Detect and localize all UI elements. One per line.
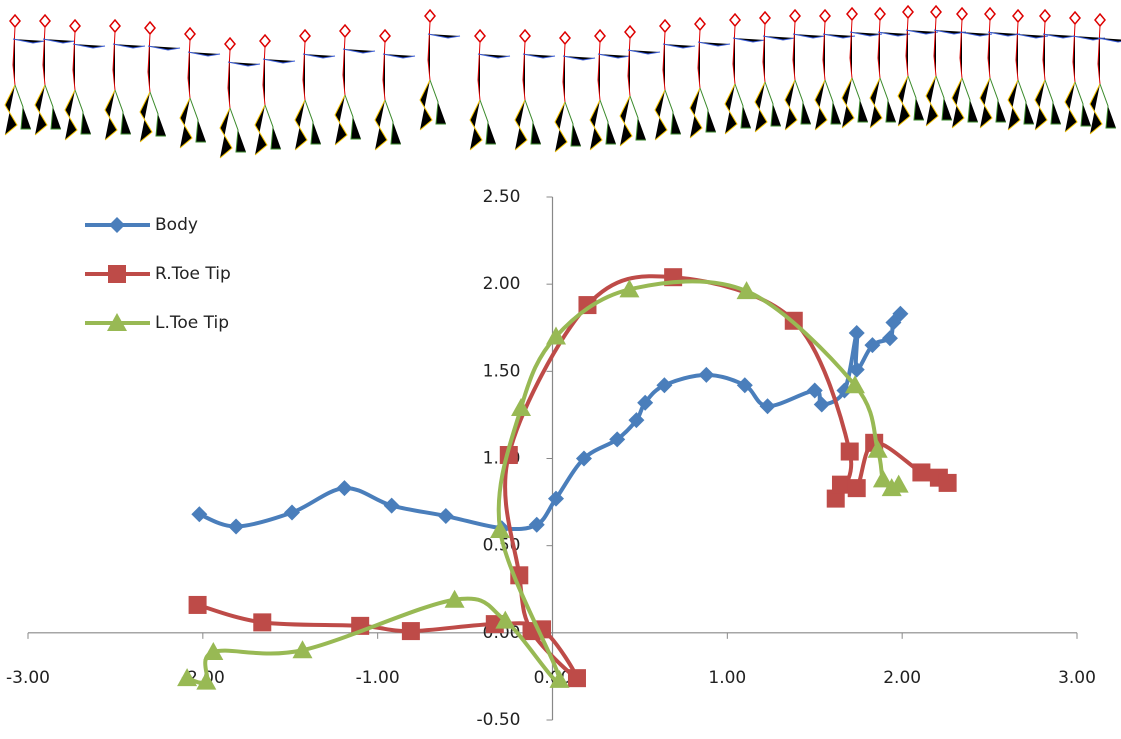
marker bbox=[759, 398, 776, 415]
marker bbox=[831, 475, 850, 494]
x-tick-label: -1.00 bbox=[356, 668, 400, 688]
marker bbox=[912, 463, 931, 482]
y-tick-label: 2.00 bbox=[483, 274, 521, 294]
marker bbox=[490, 519, 511, 538]
marker bbox=[881, 330, 898, 347]
y-tick-label: -0.50 bbox=[477, 710, 521, 730]
marker bbox=[575, 450, 592, 467]
marker bbox=[813, 396, 830, 413]
marker bbox=[888, 474, 909, 493]
legend-marker bbox=[109, 217, 125, 233]
legend-label: R.Toe Tip bbox=[155, 264, 231, 284]
x-tick-label: 1.00 bbox=[708, 668, 746, 688]
marker bbox=[511, 397, 532, 416]
marker bbox=[547, 490, 564, 507]
marker bbox=[177, 668, 198, 687]
marker bbox=[736, 281, 757, 300]
marker bbox=[228, 518, 245, 535]
marker bbox=[567, 669, 586, 688]
marker bbox=[437, 508, 454, 525]
marker bbox=[637, 394, 654, 411]
marker bbox=[401, 622, 420, 641]
legend-marker bbox=[108, 265, 126, 283]
x-tick-label: -3.00 bbox=[6, 668, 50, 688]
marker bbox=[336, 480, 353, 497]
marker bbox=[840, 442, 859, 461]
marker bbox=[609, 431, 626, 448]
marker bbox=[938, 473, 957, 492]
marker bbox=[867, 439, 888, 458]
marker bbox=[826, 489, 845, 508]
marker bbox=[191, 506, 208, 523]
marker bbox=[836, 382, 853, 399]
marker bbox=[806, 382, 823, 399]
marker bbox=[549, 669, 570, 688]
marker bbox=[528, 516, 545, 533]
marker bbox=[292, 640, 313, 659]
x-tick-label: 2.00 bbox=[883, 668, 921, 688]
y-tick-label: 2.50 bbox=[483, 187, 521, 207]
marker bbox=[495, 610, 516, 629]
marker bbox=[736, 377, 753, 394]
marker bbox=[848, 361, 865, 378]
marker bbox=[628, 412, 645, 429]
marker bbox=[444, 589, 465, 608]
marker bbox=[188, 595, 207, 614]
stick-figures bbox=[4, 5, 1121, 159]
y-tick-label: 1.50 bbox=[483, 361, 521, 381]
legend-marker bbox=[107, 313, 127, 331]
marker bbox=[253, 613, 272, 632]
x-tick-label: 3.00 bbox=[1058, 668, 1096, 688]
marker bbox=[698, 366, 715, 383]
marker bbox=[545, 326, 566, 345]
marker bbox=[283, 504, 300, 521]
marker bbox=[892, 305, 909, 322]
marker bbox=[872, 469, 893, 488]
marker bbox=[383, 497, 400, 514]
marker bbox=[864, 337, 881, 354]
marker bbox=[619, 279, 640, 298]
marker bbox=[848, 324, 865, 341]
marker bbox=[203, 642, 224, 661]
legend-label: L.Toe Tip bbox=[155, 313, 229, 333]
marker bbox=[844, 375, 865, 394]
marker bbox=[196, 671, 217, 690]
marker bbox=[847, 479, 866, 498]
marker bbox=[656, 377, 673, 394]
legend-label: Body bbox=[155, 215, 198, 235]
